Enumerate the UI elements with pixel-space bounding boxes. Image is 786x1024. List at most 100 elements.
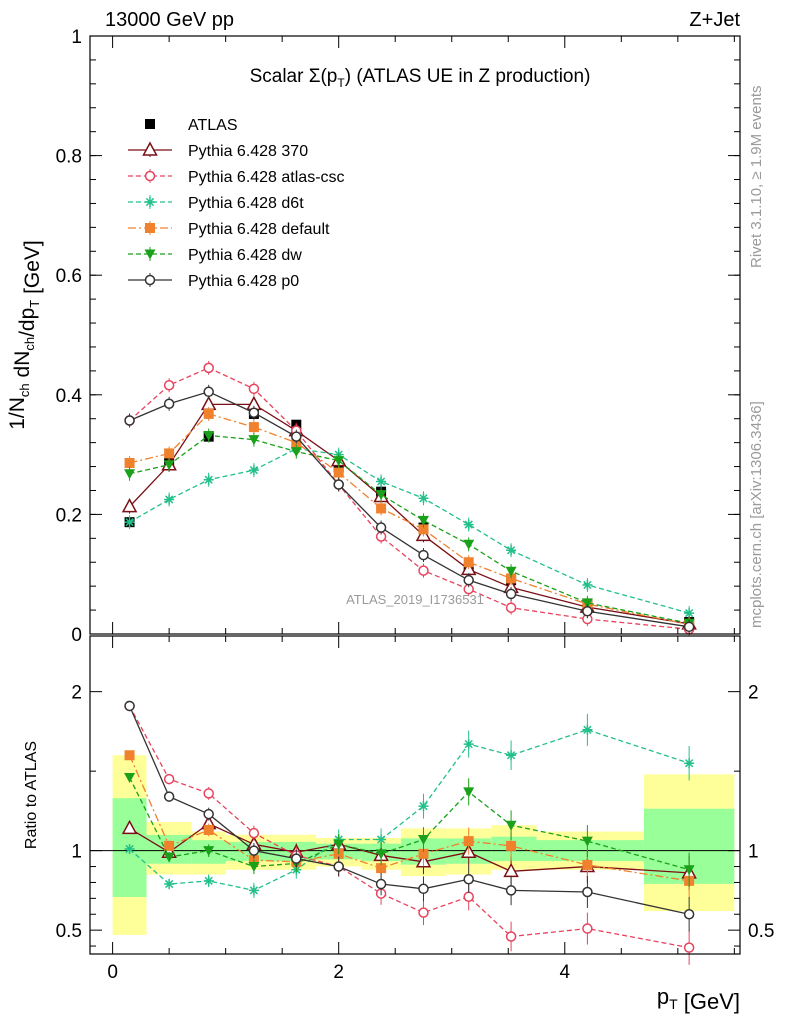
series-ratio-point: [163, 852, 175, 863]
series-ratio-point: [683, 865, 695, 876]
title-part: Scalar Σ(p: [250, 66, 338, 87]
y-label-part: dN: [11, 351, 34, 384]
y-label-part: 1/N: [6, 397, 29, 430]
series-ratio-point: [248, 845, 260, 856]
y-tick-label: 1: [71, 27, 82, 48]
series-ratio-point: [418, 883, 429, 895]
series-ratio-point: [582, 724, 593, 735]
y-tick-label: 0.2: [56, 505, 82, 526]
series-ratio-point: [684, 758, 695, 769]
chart-title-text: Scalar Σ(pT) (ATLAS UE in Z production): [250, 66, 591, 90]
axes: 0 0.2 0.4 0.6 0.8 1 0 2 4 0.5 0.5 1 1 2 2: [56, 27, 775, 983]
series-ratio-point: [505, 931, 517, 942]
series-line: [129, 367, 690, 630]
series-line: [129, 447, 690, 614]
series-point: [203, 474, 214, 485]
legend-entry: Pythia 6.428 p0: [128, 273, 299, 290]
main-frame: [89, 35, 741, 635]
series-ratio-5: [124, 700, 695, 932]
ratio-tick-label-right: 1: [748, 842, 759, 863]
legend-entry: Pythia 6.428 dw: [128, 247, 302, 264]
series-point: [582, 579, 593, 590]
series-point: [376, 503, 387, 514]
series-ratio-point: [124, 750, 135, 761]
x-label-part: p: [657, 984, 669, 1009]
series-point: [463, 539, 475, 550]
series-point: [124, 415, 135, 426]
y-tick-label: 0.4: [56, 386, 83, 407]
side-label-mcplots: mcplots.cern.ch [arXiv:1306.3436]: [748, 401, 765, 628]
series-ratio-point: [376, 863, 387, 874]
series-ratio-point: [248, 862, 260, 873]
series-main-5: [124, 384, 695, 634]
series-ratio-point: [248, 885, 259, 896]
y-label-subscript: ch: [17, 383, 32, 397]
series-line: [129, 413, 690, 626]
legend-swatch-marker: [145, 119, 155, 129]
series-point: [333, 467, 344, 478]
series-point: [333, 456, 345, 467]
series-ratio-point: [581, 836, 593, 847]
series-point: [417, 515, 429, 526]
series-point: [418, 565, 429, 576]
legend-entry: Pythia 6.428 default: [128, 221, 330, 238]
x-axis-label: pT [GeV]: [657, 984, 740, 1014]
series-ratio-line: [128, 705, 690, 949]
series-ratio-point: [463, 787, 475, 798]
watermark: ATLAS_2019_I1736531: [346, 592, 484, 607]
series-ratio-line: [128, 777, 690, 871]
series-point: [463, 519, 474, 530]
legend-label: Pythia 6.428 370: [188, 143, 308, 160]
series-line: [129, 391, 690, 628]
y-axis-label: 1/Nch dNch/dpT [GeV]: [6, 240, 44, 430]
legend-swatch-marker: [144, 170, 156, 182]
x-tick-label: 0: [107, 962, 118, 983]
series-ratio-point: [683, 942, 695, 953]
main-panel: [121, 360, 697, 637]
series-point: [505, 588, 517, 600]
series-point: [248, 435, 260, 446]
series-ratio-4: [124, 773, 695, 887]
series-point: [121, 498, 138, 513]
series-ratio-point: [417, 835, 429, 846]
series-ratio-point: [333, 861, 344, 872]
side-label-rivet: Rivet 3.1.10, ≥ 1.9M events: [748, 86, 765, 269]
legend-swatch-marker: [144, 249, 156, 260]
series-ratio-point: [505, 820, 517, 831]
title-subscript: T: [337, 76, 345, 90]
series-ratio-point: [203, 788, 214, 799]
series-ratio-point: [376, 834, 387, 845]
series-point: [684, 608, 695, 619]
series-point: [124, 469, 136, 480]
chart-title: Scalar Σ(pT) (ATLAS UE in Z production): [250, 66, 591, 90]
series-ratio-point: [164, 840, 175, 851]
series-ratio-point: [582, 859, 593, 870]
legend-swatch-marker: [144, 274, 156, 286]
series-ratio-point: [203, 808, 214, 820]
ratio-tick-label-right: 0.5: [748, 921, 774, 942]
series-point: [248, 465, 259, 476]
x-label-part: [GeV]: [678, 989, 740, 1014]
series-point: [375, 522, 387, 533]
series-point: [581, 598, 593, 609]
y-label-part: /dp: [16, 308, 39, 337]
series-point: [163, 379, 175, 391]
series-point: [418, 493, 429, 504]
legend-swatch-marker: [142, 141, 158, 156]
series-point: [375, 490, 387, 501]
series-ratio-point: [121, 819, 138, 835]
legend: ATLAS Pythia 6.428 370 Pythia 6.428 atlas-…: [128, 117, 345, 290]
series-point: [124, 517, 135, 528]
series-point: [418, 524, 429, 535]
ratio-tick-label: 1: [71, 842, 82, 863]
series-point: [376, 476, 387, 487]
series-ratio-point: [375, 849, 387, 860]
ratio-y-axis-label: Ratio to ATLAS: [23, 741, 40, 849]
series-point: [203, 408, 214, 419]
series-point: [290, 447, 302, 458]
series-ratio-point: [333, 839, 345, 850]
legend-label: ATLAS: [188, 117, 238, 134]
series-ratio-point: [683, 909, 695, 920]
series-ratio-point: [506, 840, 517, 851]
